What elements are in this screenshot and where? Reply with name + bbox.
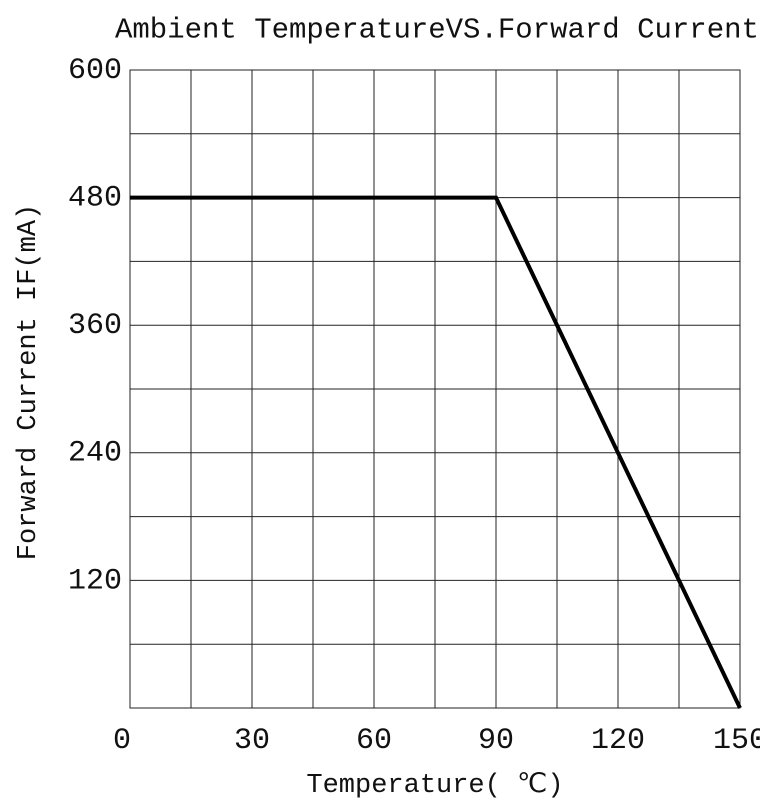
- y-axis-label: Forward Current IF(mA): [14, 204, 44, 560]
- x-tick-label: 60: [356, 724, 392, 758]
- y-tick-label: 360: [68, 309, 122, 343]
- data-line: [130, 195, 742, 709]
- x-tick-label: 90: [478, 724, 514, 758]
- y-tick-label: 120: [68, 564, 122, 598]
- y-tick-label: 600: [68, 54, 122, 88]
- x-axis-label: Temperature( ℃): [306, 771, 563, 801]
- x-tick-label: 150: [713, 724, 760, 758]
- x-tick-label: 120: [591, 724, 645, 758]
- chart-title: Ambient TemperatureVS.Forward Current: [115, 14, 759, 47]
- x-tick-label: 30: [234, 724, 270, 758]
- y-tick-label: 240: [68, 437, 122, 471]
- plot-frame: [129, 69, 741, 709]
- y-tick-label: 480: [68, 182, 122, 216]
- x-tick-label: 0: [113, 724, 131, 758]
